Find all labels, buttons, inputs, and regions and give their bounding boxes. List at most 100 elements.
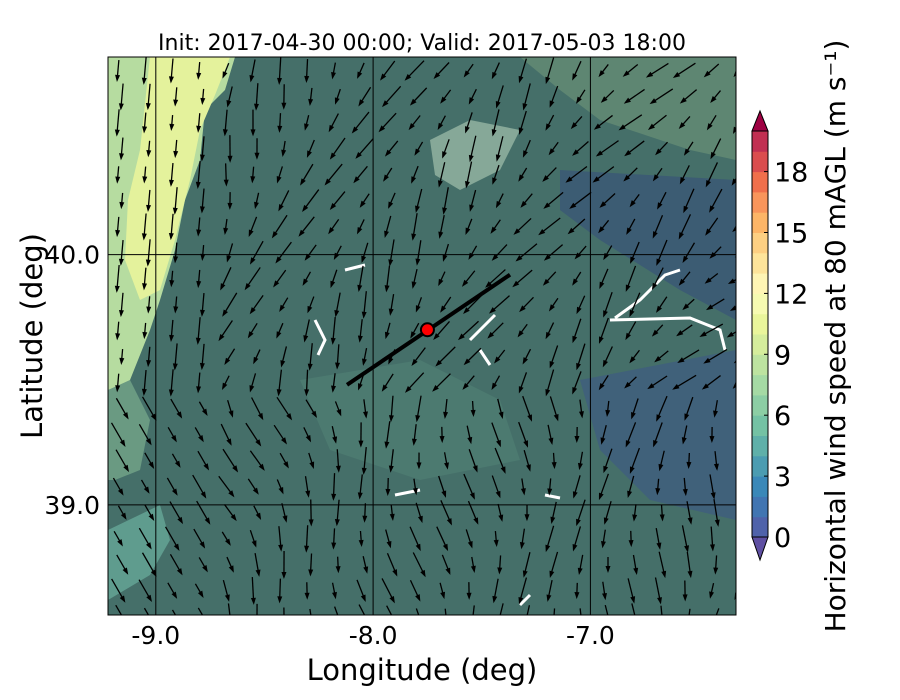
wind-arrow-head	[218, 333, 225, 342]
wind-arrow-head	[146, 204, 152, 213]
wind-arrow-head	[196, 229, 202, 237]
wind-arrow-head	[118, 258, 124, 266]
wind-arrow-head	[411, 233, 417, 241]
wind-arrow-head	[279, 304, 285, 313]
colorbar-level	[752, 334, 768, 355]
wind-arrow-head	[432, 385, 439, 392]
wind-arrow-head	[437, 180, 443, 188]
wind-arrow-head	[145, 102, 151, 111]
wind-arrow-head	[651, 282, 658, 291]
wind-arrow-head	[687, 517, 693, 525]
wind-arrow-head	[678, 122, 686, 130]
wind-arrow	[472, 605, 475, 615]
wind-arrow-head	[710, 151, 716, 160]
wind-arrow-head	[258, 463, 265, 471]
wind-arrow-head	[470, 409, 476, 417]
wind-arrow	[738, 424, 740, 443]
wind-arrow-head	[329, 152, 336, 160]
wind-arrow-head	[652, 174, 659, 182]
wind-arrow-head	[737, 438, 742, 445]
wind-arrow-head	[120, 512, 127, 520]
wind-arrow-head	[465, 181, 470, 189]
wind-arrow-head	[435, 359, 443, 367]
wind-arrow-head	[469, 204, 475, 212]
wind-arrow-head	[548, 148, 555, 156]
wind-arrow-head	[332, 436, 338, 444]
wind-arrow-head	[404, 73, 412, 81]
wind-arrow-head	[226, 438, 232, 446]
wind-arrow-head	[498, 514, 504, 522]
colorbar-level	[752, 171, 768, 193]
wind-arrow-head	[709, 591, 714, 599]
colorbar-label: Horizontal wind speed at 80 mAGL (m s⁻¹)	[819, 40, 852, 633]
wind-arrow-head	[442, 151, 447, 159]
wind-arrow-head	[351, 126, 359, 134]
wind-arrow-head	[404, 385, 412, 393]
wind-arrow-head	[657, 597, 662, 605]
colorbar-level	[752, 293, 768, 315]
wind-arrow	[358, 604, 366, 615]
wind-arrow-head	[169, 123, 175, 131]
wind-arrow-head	[632, 514, 638, 522]
wind-arrow	[631, 603, 636, 615]
wind-arrow-head	[388, 415, 394, 423]
wind-arrow-head	[197, 590, 204, 598]
wind-arrow-head	[572, 278, 579, 286]
wind-arrow-head	[622, 70, 630, 77]
wind-arrow-head	[118, 309, 124, 318]
wind-arrow-head	[661, 570, 667, 579]
wind-arrow-head	[577, 567, 583, 576]
wind-arrow-head	[277, 596, 283, 604]
wind-arrow-head	[574, 592, 580, 600]
wind-arrow-head	[384, 285, 390, 293]
field-band	[560, 170, 736, 320]
wind-arrow-head	[545, 123, 551, 131]
wind-arrow-head	[545, 388, 551, 397]
wind-arrow-head	[415, 258, 421, 266]
wind-arrow-head	[551, 461, 557, 470]
wind-arrow	[738, 530, 740, 546]
wind-arrow-head	[283, 461, 289, 469]
wind-arrow-head	[605, 565, 611, 574]
wind-arrow-head	[572, 544, 578, 552]
wind-arrow-head	[625, 332, 631, 341]
wind-arrow	[415, 608, 420, 615]
wind-arrow-head	[679, 177, 686, 185]
wind-arrow-head	[672, 72, 681, 78]
wind-arrow-head	[142, 331, 148, 340]
wind-arrow-head	[329, 202, 337, 210]
wind-arrow-head	[382, 100, 389, 108]
wind-arrow-head	[250, 597, 256, 605]
wind-arrow-head	[736, 154, 741, 161]
wind-arrow-head	[630, 596, 636, 604]
wind-arrow-head	[572, 73, 578, 81]
colorbar-level	[752, 252, 768, 274]
wind-arrow-head	[603, 310, 608, 318]
wind-arrow-head	[276, 389, 282, 397]
wind-arrow-head	[381, 384, 388, 392]
wind-arrow-head	[257, 412, 264, 421]
wind-arrow-head	[518, 596, 524, 605]
wind-arrow-head	[361, 467, 367, 475]
wind-arrow	[579, 608, 582, 615]
wind-arrow-head	[304, 75, 310, 83]
wind-arrow	[499, 603, 504, 615]
wind-arrow-head	[173, 543, 180, 551]
wind-arrow-head	[148, 461, 155, 469]
wind-arrow-head	[598, 492, 604, 501]
wind-arrow-head	[518, 174, 525, 182]
wind-arrow-head	[682, 303, 690, 311]
wind-arrow-head	[150, 413, 157, 421]
plot-frame	[107, 56, 737, 616]
wind-arrow-head	[660, 621, 665, 628]
wind-arrow-head	[308, 98, 314, 107]
wind-arrow-head	[196, 386, 202, 394]
wind-arrow-head	[545, 76, 551, 85]
colorbar-level	[752, 232, 768, 254]
colorbar-tick-label: 9	[774, 340, 791, 371]
wind-arrow-head	[736, 540, 741, 547]
wind-arrow-head	[355, 151, 362, 159]
wind-arrow-head	[249, 307, 256, 315]
field-band	[430, 120, 520, 190]
